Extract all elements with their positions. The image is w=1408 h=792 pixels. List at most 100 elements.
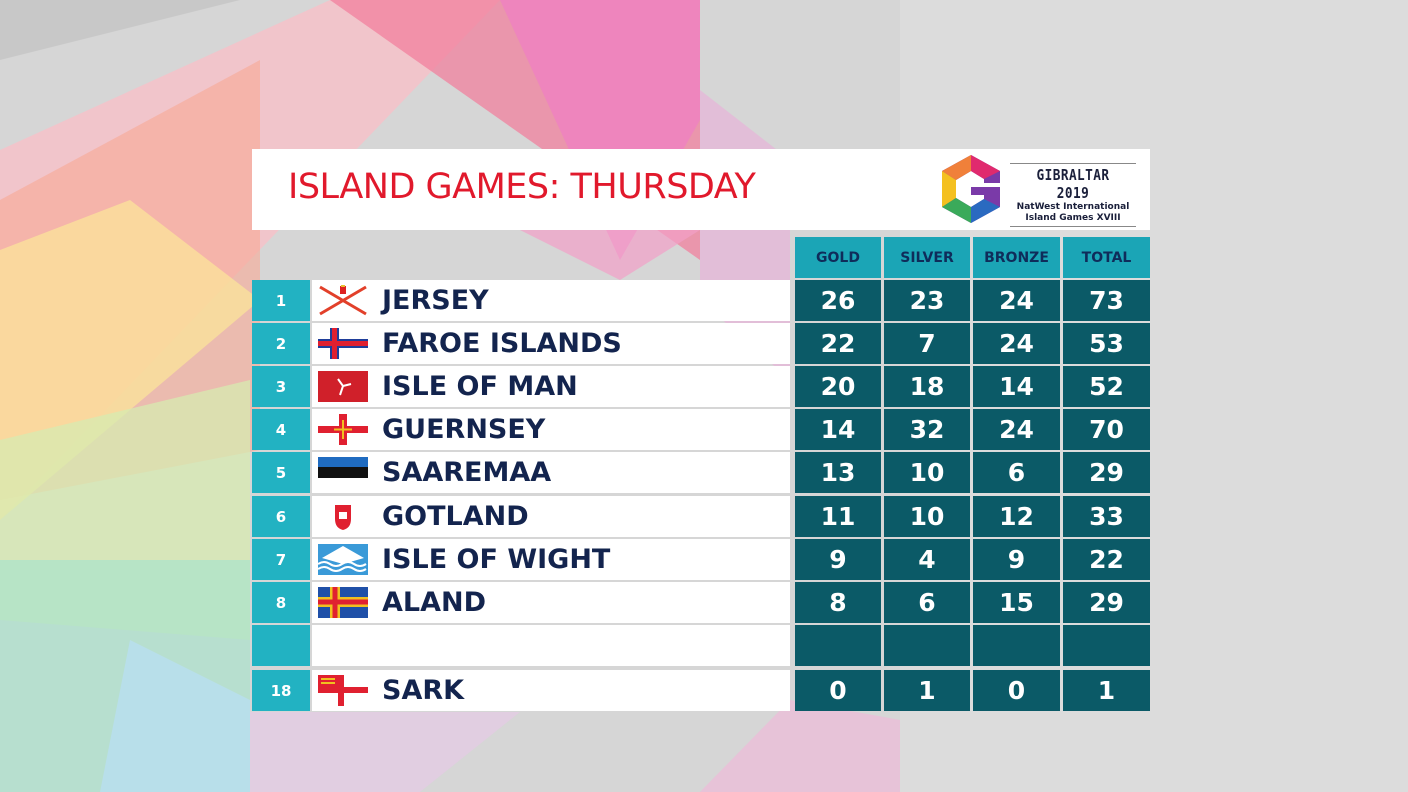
gold-cell: 8 xyxy=(795,582,881,623)
country-name: FAROE ISLANDS xyxy=(382,328,622,359)
country-cell: ISLE OF WIGHT xyxy=(312,539,790,580)
bronze-cell: 14 xyxy=(973,366,1060,407)
gold-cell: 0 xyxy=(795,670,881,711)
gold-cell: 13 xyxy=(795,452,881,493)
country-cell: SARK xyxy=(312,670,790,711)
country-name: ALAND xyxy=(382,587,487,618)
silver-cell: 18 xyxy=(884,366,970,407)
rank-cell: 6 xyxy=(252,496,310,537)
table-row: 5 SAAREMAA 13 10 6 29 xyxy=(252,452,1150,493)
total-cell: 52 xyxy=(1063,366,1150,407)
total-cell: 53 xyxy=(1063,323,1150,364)
total-cell: 70 xyxy=(1063,409,1150,450)
table-row: 8 ALAND 8 6 15 29 xyxy=(252,582,1150,623)
country-name: SARK xyxy=(382,675,465,706)
title-bar: ISLAND GAMES: THURSDAY GIBRALTAR 2019 Na… xyxy=(252,149,1150,230)
header-total: TOTAL xyxy=(1063,237,1150,278)
table-row: 7 ISLE OF WIGHT 9 4 9 22 xyxy=(252,539,1150,580)
gotland-flag-icon xyxy=(318,501,368,532)
silver-cell xyxy=(884,625,970,666)
country-name: ISLE OF WIGHT xyxy=(382,544,611,575)
silver-cell: 6 xyxy=(884,582,970,623)
bronze-cell: 15 xyxy=(973,582,1060,623)
country-cell xyxy=(312,625,790,666)
total-cell xyxy=(1063,625,1150,666)
bronze-cell: 24 xyxy=(973,323,1060,364)
isle-of-man-flag-icon xyxy=(318,371,368,402)
total-cell: 73 xyxy=(1063,280,1150,321)
silver-cell: 23 xyxy=(884,280,970,321)
bronze-cell: 9 xyxy=(973,539,1060,580)
gold-cell: 9 xyxy=(795,539,881,580)
total-cell: 1 xyxy=(1063,670,1150,711)
rank-cell: 8 xyxy=(252,582,310,623)
rank-cell xyxy=(252,625,310,666)
country-name: JERSEY xyxy=(382,285,489,316)
rank-cell: 2 xyxy=(252,323,310,364)
table-row: 4 GUERNSEY 14 32 24 70 xyxy=(252,409,1150,450)
rank-cell: 18 xyxy=(252,670,310,711)
games-g-logo-icon xyxy=(942,155,1000,223)
country-cell: ALAND xyxy=(312,582,790,623)
country-name: GUERNSEY xyxy=(382,414,546,445)
logo-line-2: NatWest International xyxy=(1016,202,1130,212)
aland-flag-icon xyxy=(318,587,368,618)
table-row: 6 GOTLAND 11 10 12 33 xyxy=(252,496,1150,537)
silver-cell: 7 xyxy=(884,323,970,364)
total-cell: 22 xyxy=(1063,539,1150,580)
bronze-cell: 24 xyxy=(973,409,1060,450)
table-row: 3 ISLE OF MAN 20 18 14 52 xyxy=(252,366,1150,407)
country-cell: ISLE OF MAN xyxy=(312,366,790,407)
country-name: SAAREMAA xyxy=(382,457,552,488)
gold-cell: 20 xyxy=(795,366,881,407)
silver-cell: 32 xyxy=(884,409,970,450)
country-cell: GOTLAND xyxy=(312,496,790,537)
logo-text: GIBRALTAR 2019 NatWest International Isl… xyxy=(1010,163,1136,227)
silver-cell: 4 xyxy=(884,539,970,580)
country-cell: JERSEY xyxy=(312,280,790,321)
silver-cell: 10 xyxy=(884,452,970,493)
gold-cell: 14 xyxy=(795,409,881,450)
country-name: GOTLAND xyxy=(382,501,529,532)
country-name: ISLE OF MAN xyxy=(382,371,578,402)
total-cell: 29 xyxy=(1063,452,1150,493)
table-row: 2 FAROE ISLANDS 22 7 24 53 xyxy=(252,323,1150,364)
rank-cell: 3 xyxy=(252,366,310,407)
silver-cell: 10 xyxy=(884,496,970,537)
bronze-cell: 6 xyxy=(973,452,1060,493)
table-row xyxy=(252,625,1150,666)
sark-flag-icon xyxy=(318,675,368,706)
header-bronze: BRONZE xyxy=(973,237,1060,278)
gold-cell: 26 xyxy=(795,280,881,321)
isle-of-wight-flag-icon xyxy=(318,544,368,575)
saaremaa-flag-icon xyxy=(318,457,368,488)
rank-cell: 4 xyxy=(252,409,310,450)
page-title: ISLAND GAMES: THURSDAY xyxy=(288,167,756,207)
jersey-flag-icon xyxy=(318,285,368,316)
table-row: 1 JERSEY 26 23 24 73 xyxy=(252,280,1150,321)
header-silver: SILVER xyxy=(884,237,970,278)
table-row: 18 SARK 0 1 0 1 xyxy=(252,670,1150,711)
gold-cell: 22 xyxy=(795,323,881,364)
header-gold: GOLD xyxy=(795,237,881,278)
total-cell: 33 xyxy=(1063,496,1150,537)
total-cell: 29 xyxy=(1063,582,1150,623)
bronze-cell xyxy=(973,625,1060,666)
logo-line-1: GIBRALTAR 2019 xyxy=(1036,166,1110,202)
country-cell: FAROE ISLANDS xyxy=(312,323,790,364)
guernsey-flag-icon xyxy=(318,414,368,445)
gold-cell: 11 xyxy=(795,496,881,537)
bronze-cell: 12 xyxy=(973,496,1060,537)
bronze-cell: 24 xyxy=(973,280,1060,321)
rank-cell: 7 xyxy=(252,539,310,580)
logo-line-3: Island Games XVIII xyxy=(1025,213,1121,223)
gold-cell xyxy=(795,625,881,666)
country-cell: SAAREMAA xyxy=(312,452,790,493)
bronze-cell: 0 xyxy=(973,670,1060,711)
country-cell: GUERNSEY xyxy=(312,409,790,450)
rank-cell: 1 xyxy=(252,280,310,321)
silver-cell: 1 xyxy=(884,670,970,711)
rank-cell: 5 xyxy=(252,452,310,493)
gibraltar-2019-logo: GIBRALTAR 2019 NatWest International Isl… xyxy=(938,153,1144,227)
faroe-flag-icon xyxy=(318,328,368,359)
